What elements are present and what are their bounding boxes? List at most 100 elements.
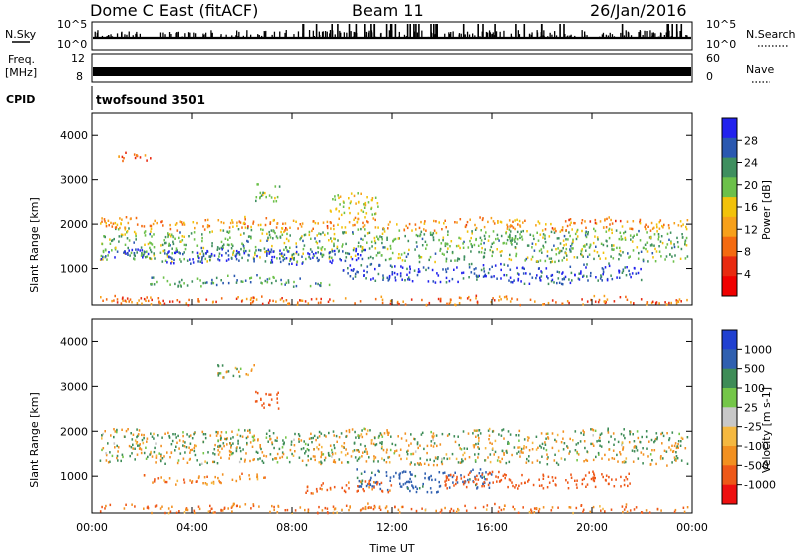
heat-cell <box>471 263 473 265</box>
heat-cell <box>389 461 391 463</box>
beam-label: Beam 11 <box>352 1 424 20</box>
heat-cell <box>479 429 481 431</box>
heat-cell <box>387 227 389 229</box>
heat-cell <box>352 428 354 430</box>
heat-cell <box>228 457 230 459</box>
power-ylabel: Slant Range [km] <box>28 197 41 293</box>
noise-spike <box>614 36 615 38</box>
heat-cell <box>464 258 466 260</box>
heat-cell <box>295 221 297 223</box>
heat-cell <box>274 197 276 199</box>
heat-cell <box>197 278 199 280</box>
heat-cell <box>272 276 274 278</box>
noise-spike <box>184 33 185 38</box>
heat-cell <box>664 450 666 452</box>
heat-cell <box>333 245 335 247</box>
heat-cell <box>386 237 388 239</box>
heat-cell <box>567 481 569 483</box>
heat-cell <box>350 275 352 277</box>
heat-cell <box>428 267 430 269</box>
heat-cell <box>409 471 411 473</box>
heat-cell <box>587 256 589 258</box>
heat-cell <box>101 258 103 260</box>
heat-cell <box>523 268 525 270</box>
heat-cell <box>513 279 515 281</box>
noise-spike <box>428 37 429 38</box>
noise-spike <box>246 30 247 38</box>
heat-cell <box>475 239 477 241</box>
heat-cell <box>154 451 156 453</box>
heat-cell <box>281 297 283 299</box>
heat-cell <box>379 235 381 237</box>
heat-cell <box>528 244 530 246</box>
heat-cell <box>608 448 610 450</box>
heat-cell <box>541 446 543 448</box>
heat-cell <box>184 481 186 483</box>
heat-cell <box>537 460 539 462</box>
heat-cell <box>646 448 648 450</box>
heat-cell <box>338 218 340 220</box>
heat-cell <box>459 247 461 249</box>
heat-cell <box>510 277 512 279</box>
heat-cell <box>569 224 571 226</box>
heat-cell <box>179 252 181 254</box>
heat-cell <box>475 267 477 269</box>
heat-cell <box>374 474 376 476</box>
heat-cell <box>577 442 579 444</box>
heat-cell <box>656 223 658 225</box>
heat-cell <box>150 451 152 453</box>
heat-cell <box>130 298 132 300</box>
heat-cell <box>214 453 216 455</box>
heat-cell <box>512 485 514 487</box>
heat-cell <box>192 437 194 439</box>
heat-cell <box>323 453 325 455</box>
heat-cell <box>362 452 364 454</box>
heat-cell <box>534 250 536 252</box>
heat-cell <box>671 461 673 463</box>
heat-cell <box>266 217 268 219</box>
heat-cell <box>638 437 640 439</box>
heat-cell <box>634 267 636 269</box>
heat-cell <box>516 253 518 255</box>
heat-cell <box>336 512 338 514</box>
heat-cell <box>421 299 423 301</box>
heat-cell <box>636 506 638 508</box>
heat-cell <box>504 473 506 475</box>
heat-cell <box>150 433 152 435</box>
heat-cell <box>504 264 506 266</box>
heat-cell <box>258 505 260 507</box>
heat-cell <box>366 451 368 453</box>
heat-cell <box>521 448 523 450</box>
heat-cell <box>127 428 129 430</box>
heat-cell <box>203 433 205 435</box>
heat-cell <box>605 479 607 481</box>
noise-spike <box>164 34 165 38</box>
heat-cell <box>603 226 605 228</box>
heat-cell <box>477 301 479 303</box>
heat-cell <box>266 433 268 435</box>
heat-cell <box>424 220 426 222</box>
noise-spike <box>490 32 491 38</box>
x-tick-label: 20:00 <box>576 521 608 534</box>
heat-cell <box>599 445 601 447</box>
heat-cell <box>171 506 173 508</box>
colorbar-segment <box>722 388 737 408</box>
heat-cell <box>169 233 171 235</box>
heat-cell <box>475 436 477 438</box>
heat-cell <box>356 259 358 261</box>
heat-cell <box>245 452 247 454</box>
heat-cell <box>194 447 196 449</box>
heat-cell <box>115 430 117 432</box>
heat-cell <box>141 246 143 248</box>
heat-cell <box>255 200 257 202</box>
heat-cell <box>482 217 484 219</box>
heat-cell <box>180 221 182 223</box>
heat-cell <box>483 506 485 508</box>
heat-cell <box>516 219 518 221</box>
heat-cell <box>118 156 120 158</box>
heat-cell <box>230 222 232 224</box>
heat-cell <box>556 253 558 255</box>
heat-cell <box>547 250 549 252</box>
heat-cell <box>485 275 487 277</box>
heat-cell <box>435 456 437 458</box>
